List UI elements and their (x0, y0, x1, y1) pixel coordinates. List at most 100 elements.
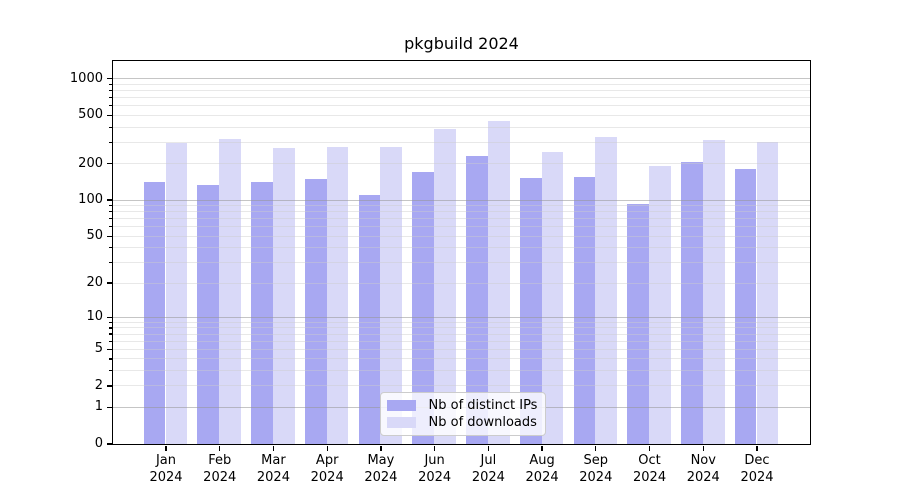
gridline-minor (112, 90, 810, 92)
y-tick-label: 2 (94, 377, 103, 393)
legend-swatch-downloads-icon (386, 417, 416, 428)
y-tick-mark (106, 78, 112, 80)
legend: Nb of distinct IPs Nb of downloads (379, 391, 546, 436)
bar-distinct-ips-apr (304, 178, 327, 444)
plot-area: Nb of distinct IPs Nb of downloads (111, 59, 811, 445)
bar-distinct-ips-jul (466, 155, 488, 444)
y-minor-tick-mark (108, 385, 112, 387)
gridline-minor (112, 261, 810, 263)
gridline-minor (112, 83, 810, 85)
x-tick-mark (648, 445, 651, 451)
year-label: 2024 (310, 470, 344, 485)
bar-distinct-ips-feb (197, 184, 220, 444)
x-tick-label-jan: Jan 2024 (138, 452, 194, 486)
gridline-minor (112, 126, 810, 128)
y-tick-label: 1 (94, 399, 103, 415)
year-label: 2024 (579, 470, 613, 485)
year-label: 2024 (256, 470, 290, 485)
year-label: 2024 (525, 470, 559, 485)
month-label: Dec (744, 453, 770, 468)
bar-downloads-may (380, 147, 403, 444)
y-minor-tick-mark (108, 358, 112, 360)
bar-distinct-ips-dec (734, 169, 757, 444)
y-minor-tick-mark (108, 333, 112, 335)
y-minor-tick-mark (108, 327, 112, 329)
y-minor-tick-mark (108, 163, 112, 165)
x-tick-label-nov: Nov 2024 (675, 452, 731, 486)
x-tick-mark (487, 445, 489, 451)
x-tick-label-aug: Aug 2024 (514, 452, 570, 486)
x-tick-label-may: May 2024 (353, 452, 409, 486)
x-tick-label-oct: Oct 2024 (622, 452, 678, 486)
year-label: 2024 (471, 470, 505, 485)
bar-downloads-jun (434, 128, 456, 444)
bar-distinct-ips-jan (143, 181, 166, 444)
legend-label-downloads: Nb of downloads (428, 414, 537, 430)
month-label: Jul (480, 453, 497, 468)
legend-item-downloads: Nb of downloads (386, 414, 539, 431)
gridline-major (112, 316, 810, 318)
bar-distinct-ips-oct (627, 203, 650, 444)
gridline-major (112, 199, 810, 201)
year-label: 2024 (418, 470, 452, 485)
gridline-minor (112, 333, 810, 335)
gridline-minor (112, 141, 810, 143)
month-label: Nov (690, 453, 716, 468)
y-minor-tick-mark (108, 141, 112, 143)
gridline-major (112, 78, 810, 80)
gridline-minor (112, 205, 810, 207)
gridline-minor (112, 385, 810, 387)
x-tick-label-jun: Jun 2024 (407, 452, 463, 486)
y-minor-tick-mark (108, 370, 112, 372)
gridline-minor (112, 370, 810, 372)
x-tick-label-feb: Feb 2024 (192, 452, 248, 486)
x-tick-mark (380, 445, 382, 451)
x-tick-mark (756, 445, 758, 451)
gridline-minor (112, 247, 810, 249)
gridline-minor (112, 282, 810, 284)
bar-downloads-mar (272, 147, 295, 444)
bar-downloads-jan (165, 143, 188, 444)
bar-distinct-ips-mar (251, 181, 273, 444)
gridline-minor (112, 211, 810, 213)
y-minor-tick-mark (108, 211, 112, 213)
gridline-minor (112, 235, 810, 237)
bar-downloads-feb (219, 138, 242, 444)
y-tick-label: 20 (86, 275, 103, 291)
y-tick-label: 0 (94, 436, 103, 451)
x-tick-mark (595, 445, 597, 451)
y-tick-label: 200 (78, 155, 103, 171)
month-label: Jun (424, 453, 445, 468)
month-label: Apr (315, 453, 339, 468)
year-label: 2024 (740, 470, 774, 485)
x-tick-mark (433, 445, 436, 451)
x-tick-mark (272, 445, 275, 451)
gridline-minor (112, 358, 810, 360)
x-tick-label-apr: Apr 2024 (299, 452, 355, 486)
y-tick-label: 10 (86, 309, 103, 325)
y-tick-label: 1000 (69, 70, 103, 86)
x-tick-label-sep: Sep 2024 (568, 452, 624, 486)
bar-downloads-jul (487, 120, 510, 444)
y-tick-mark (106, 443, 112, 445)
y-tick-mark (106, 199, 112, 201)
bar-downloads-sep (595, 136, 618, 444)
y-minor-tick-mark (108, 321, 112, 323)
gridline-minor (112, 114, 810, 116)
bar-downloads-apr (326, 146, 349, 444)
year-label: 2024 (633, 470, 667, 485)
month-label: Aug (529, 453, 555, 468)
x-tick-label-jul: Jul 2024 (460, 452, 516, 486)
legend-swatch-distinct-ips-icon (386, 400, 416, 411)
bar-distinct-ips-nov (680, 161, 703, 444)
month-label: Jan (155, 453, 177, 468)
bar-downloads-aug (541, 152, 564, 444)
y-minor-tick-mark (108, 105, 112, 107)
y-minor-tick-mark (108, 83, 112, 86)
y-tick-label: 500 (78, 107, 103, 123)
gridline-minor (112, 163, 810, 165)
gridline-minor (112, 218, 810, 220)
gridline-minor (112, 226, 810, 228)
bar-downloads-dec (756, 142, 779, 444)
